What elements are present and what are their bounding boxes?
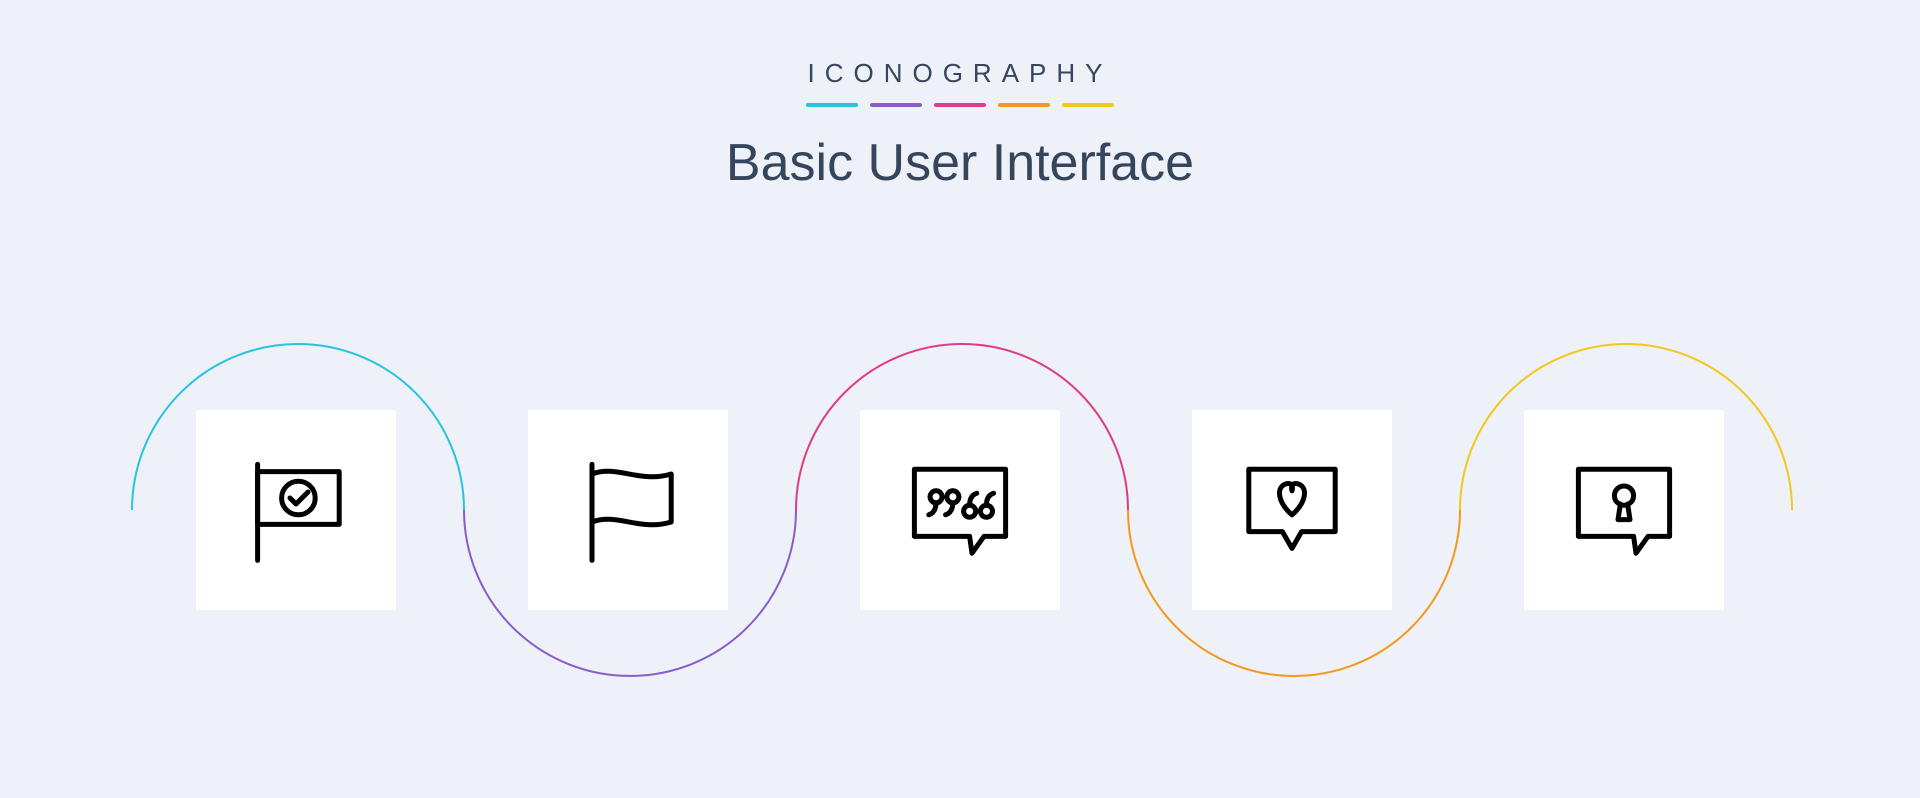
brand-underline (0, 103, 1920, 107)
icon-stage (0, 300, 1920, 720)
icon-card (860, 410, 1060, 610)
flag-icon (568, 450, 688, 570)
icon-card (196, 410, 396, 610)
icon-card (1192, 410, 1392, 610)
flag-check-icon (236, 450, 356, 570)
icon-card (528, 410, 728, 610)
underline-seg (934, 103, 986, 107)
underline-seg (806, 103, 858, 107)
icon-card (1524, 410, 1724, 610)
underline-seg (870, 103, 922, 107)
card-row (0, 410, 1920, 610)
chat-heart-icon (1232, 450, 1352, 570)
brand-label: ICONOGRAPHY (0, 58, 1920, 89)
underline-seg (998, 103, 1050, 107)
page-title: Basic User Interface (0, 133, 1920, 193)
header: ICONOGRAPHY Basic User Interface (0, 0, 1920, 193)
underline-seg (1062, 103, 1114, 107)
chat-lock-icon (1564, 450, 1684, 570)
chat-quote-icon (900, 450, 1020, 570)
